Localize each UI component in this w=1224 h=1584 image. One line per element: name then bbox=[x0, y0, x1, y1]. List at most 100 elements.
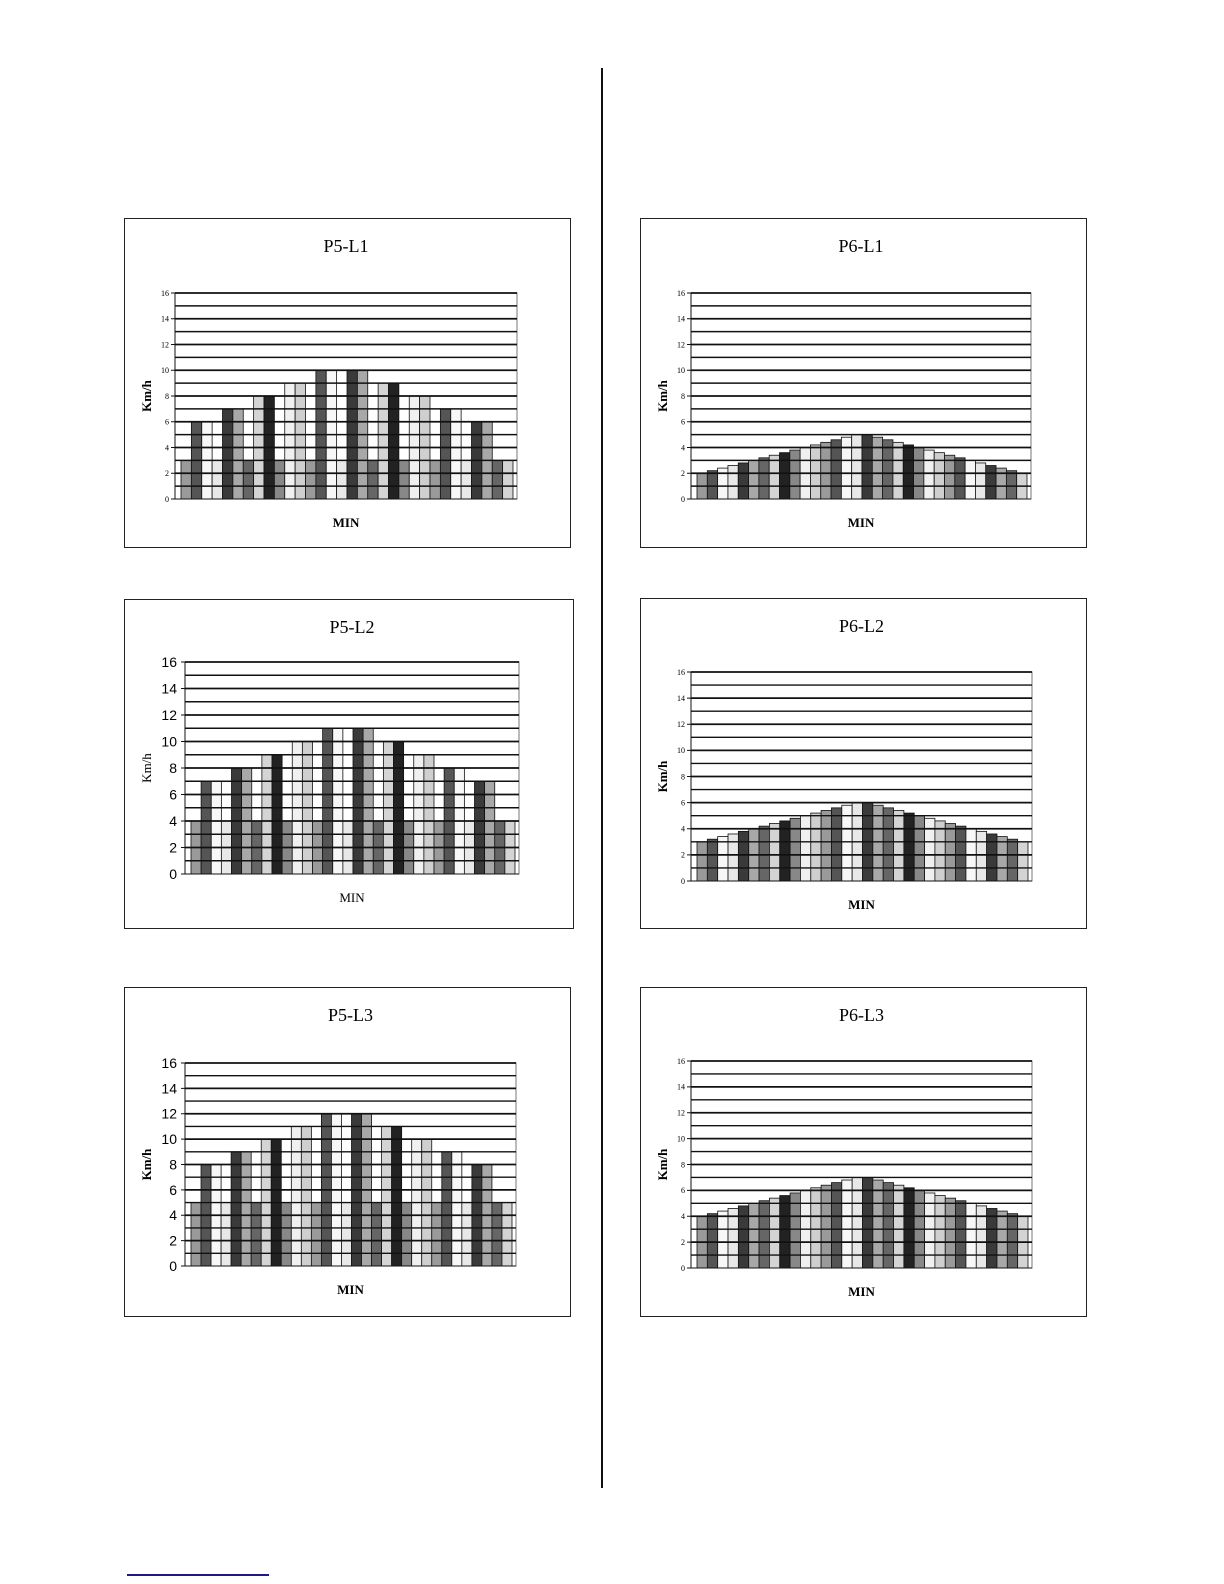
y-tick-label: 0 bbox=[681, 1264, 685, 1273]
bar bbox=[280, 1202, 292, 1267]
chart-p5-l1: P5-L1 0 2 4 6 8 10 12 14 16 Km/h MIN bbox=[124, 218, 571, 548]
bar bbox=[975, 462, 987, 500]
bar bbox=[954, 457, 966, 500]
y-tick-label: 4 bbox=[681, 1212, 685, 1221]
bar bbox=[190, 1202, 202, 1267]
bar bbox=[491, 459, 504, 500]
bar bbox=[273, 459, 286, 500]
bar bbox=[1005, 470, 1018, 500]
bar bbox=[893, 810, 905, 882]
y-tick-label: 14 bbox=[677, 694, 685, 703]
y-tick-label: 12 bbox=[677, 340, 685, 349]
bar bbox=[986, 1208, 998, 1269]
bar bbox=[381, 1126, 393, 1267]
bar bbox=[305, 459, 317, 500]
bar bbox=[271, 754, 283, 875]
bar bbox=[180, 459, 192, 500]
bar bbox=[768, 454, 780, 500]
footnote-rule bbox=[127, 1574, 269, 1576]
chart-title: P5-L3 bbox=[328, 1005, 373, 1025]
bar bbox=[800, 815, 812, 882]
bar bbox=[1017, 841, 1029, 882]
bar bbox=[892, 441, 904, 500]
y-tick-label: 8 bbox=[681, 772, 685, 781]
y-tick-label: 14 bbox=[161, 1080, 177, 1096]
bar bbox=[706, 838, 719, 882]
bar bbox=[779, 452, 791, 500]
bar bbox=[820, 441, 832, 500]
bar bbox=[882, 807, 894, 882]
y-tick-label: 2 bbox=[169, 1233, 177, 1249]
bar bbox=[737, 462, 749, 500]
bar bbox=[737, 1205, 750, 1269]
bar bbox=[388, 382, 400, 500]
bar bbox=[903, 1187, 915, 1269]
y-tick-label: 8 bbox=[165, 392, 169, 401]
chart-p6-l3: P6-L3 0 2 4 6 8 10 12 14 16 Km/h MIN bbox=[640, 987, 1087, 1317]
bar bbox=[391, 1126, 403, 1267]
bar bbox=[401, 1202, 413, 1267]
bar bbox=[1006, 838, 1019, 882]
y-tick-label: 10 bbox=[161, 733, 177, 749]
bar bbox=[398, 459, 410, 500]
y-tick-label: 8 bbox=[169, 760, 177, 776]
y-tick-label: 4 bbox=[165, 443, 169, 452]
bar bbox=[985, 465, 997, 500]
bar bbox=[362, 727, 374, 875]
bar bbox=[336, 459, 348, 500]
y-tick-label: 0 bbox=[169, 866, 177, 882]
y-tick-label: 6 bbox=[169, 786, 177, 802]
y-tick-label: 0 bbox=[681, 495, 685, 504]
bar bbox=[429, 459, 441, 500]
bar bbox=[322, 727, 334, 875]
chart-title: P6-L3 bbox=[839, 1005, 884, 1025]
y-tick-label: 16 bbox=[161, 654, 177, 670]
bar bbox=[861, 434, 873, 500]
y-axis-label: Km/h bbox=[655, 379, 670, 412]
y-tick-label: 6 bbox=[681, 798, 685, 807]
y-tick-label: 2 bbox=[681, 851, 685, 860]
bar bbox=[706, 1213, 719, 1269]
chart-p5-l2: P5-L2 0 2 4 6 8 10 12 14 16 Km/h MIN bbox=[124, 599, 574, 929]
bar bbox=[944, 1197, 956, 1269]
bar bbox=[332, 727, 344, 875]
y-tick-label: 6 bbox=[681, 1186, 685, 1195]
bar bbox=[779, 820, 791, 882]
bar bbox=[451, 1151, 463, 1267]
bar bbox=[220, 1202, 232, 1267]
bar bbox=[737, 830, 750, 882]
bar bbox=[903, 812, 915, 882]
bar bbox=[769, 1197, 781, 1269]
bar bbox=[502, 459, 514, 500]
chart-p6-l2: P6-L2 0 2 4 6 8 10 12 14 16 Km/h MIN bbox=[640, 598, 1087, 929]
y-tick-label: 16 bbox=[161, 289, 169, 298]
y-tick-label: 0 bbox=[165, 495, 169, 504]
chart-svg: P6-L3 0 2 4 6 8 10 12 14 16 Km/h MIN bbox=[655, 1005, 1033, 1299]
bar bbox=[831, 807, 843, 882]
bar bbox=[789, 817, 801, 882]
bar bbox=[996, 1210, 1008, 1269]
y-tick-label: 10 bbox=[161, 1131, 177, 1147]
y-tick-label: 4 bbox=[681, 825, 685, 834]
y-tick-label: 2 bbox=[681, 469, 685, 478]
bar bbox=[871, 436, 884, 500]
x-axis-label: MIN bbox=[333, 515, 360, 530]
y-axis-label: Km/h bbox=[139, 753, 154, 783]
bar bbox=[250, 1202, 262, 1267]
bar bbox=[789, 1192, 801, 1269]
bar bbox=[810, 444, 822, 500]
y-tick-label: 12 bbox=[677, 720, 685, 729]
bar bbox=[779, 1195, 791, 1269]
y-tick-label: 6 bbox=[165, 418, 169, 427]
bar bbox=[706, 470, 719, 500]
y-tick-label: 16 bbox=[677, 289, 685, 298]
bar bbox=[820, 810, 832, 882]
bar bbox=[501, 1202, 513, 1267]
y-tick-label: 14 bbox=[677, 1083, 685, 1092]
y-tick-label: 2 bbox=[169, 839, 177, 855]
bar bbox=[727, 833, 739, 882]
bar bbox=[924, 817, 936, 882]
y-tick-label: 8 bbox=[681, 1160, 685, 1169]
bar bbox=[242, 459, 255, 500]
